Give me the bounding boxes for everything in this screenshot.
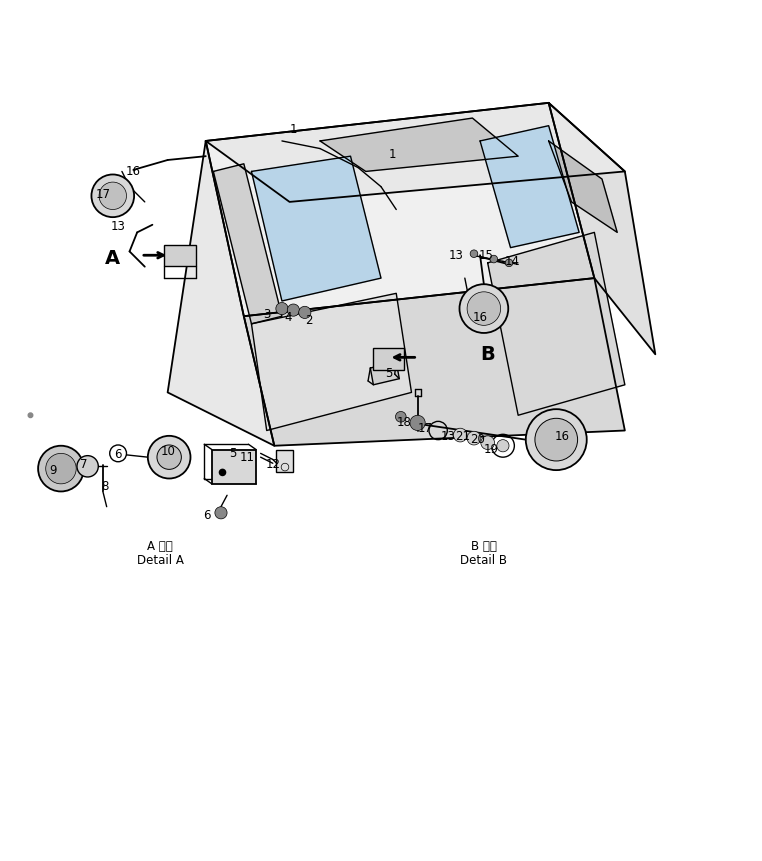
FancyBboxPatch shape [212,449,256,484]
Polygon shape [206,102,625,201]
Circle shape [219,468,226,476]
Circle shape [148,436,190,479]
Circle shape [453,428,467,442]
Circle shape [490,255,498,263]
Text: 6: 6 [203,510,211,523]
Text: 2: 2 [305,314,312,327]
Circle shape [99,182,126,209]
Text: 19: 19 [484,443,499,456]
Text: 17: 17 [95,188,110,201]
Text: 16: 16 [472,311,488,325]
Text: 13: 13 [440,430,456,443]
Text: B 詳細: B 詳細 [471,540,497,553]
Circle shape [395,412,406,422]
Polygon shape [251,156,381,301]
Text: 5: 5 [229,447,236,460]
Polygon shape [549,141,617,232]
Circle shape [157,445,181,469]
Polygon shape [213,164,282,324]
Text: 21: 21 [455,430,470,443]
Text: 17: 17 [418,423,433,436]
Circle shape [467,292,501,325]
Polygon shape [549,102,655,354]
Text: 3: 3 [263,308,271,321]
Circle shape [215,507,227,519]
FancyBboxPatch shape [276,449,293,473]
Text: B: B [480,344,495,364]
Text: 10: 10 [160,445,175,458]
FancyBboxPatch shape [164,245,196,266]
Text: 4: 4 [284,311,292,325]
Polygon shape [488,232,625,415]
Text: A: A [105,249,120,268]
Circle shape [410,415,425,430]
Polygon shape [370,362,399,385]
Circle shape [91,175,134,217]
Circle shape [470,250,478,257]
Text: 5: 5 [385,367,392,380]
Circle shape [46,454,76,484]
Circle shape [287,304,299,316]
Polygon shape [206,102,594,316]
Circle shape [497,440,509,452]
Polygon shape [251,294,411,430]
Text: A 詳細: A 詳細 [147,540,173,553]
Text: Detail A: Detail A [136,554,184,567]
Text: 12: 12 [265,458,280,471]
Circle shape [276,302,288,314]
Circle shape [481,436,495,449]
Text: 16: 16 [555,430,570,443]
Text: 6: 6 [114,449,122,461]
Text: 8: 8 [101,480,109,492]
Circle shape [467,431,481,445]
Text: 14: 14 [504,255,520,268]
Circle shape [505,259,513,267]
Polygon shape [480,126,579,248]
Text: 18: 18 [396,417,411,430]
Circle shape [299,307,311,319]
Circle shape [535,418,578,461]
Circle shape [77,455,98,477]
Text: 15: 15 [479,249,494,262]
Text: 13: 13 [110,220,126,232]
Text: 16: 16 [126,165,141,178]
Text: 1: 1 [290,123,297,136]
Polygon shape [244,278,625,446]
Circle shape [459,284,508,333]
Text: 20: 20 [470,433,485,446]
Text: 13: 13 [448,249,463,262]
Text: 1: 1 [389,148,396,161]
Text: Detail B: Detail B [460,554,507,567]
Circle shape [526,409,587,470]
Polygon shape [168,141,274,446]
FancyBboxPatch shape [373,348,404,369]
Text: 11: 11 [240,450,255,464]
Polygon shape [320,118,518,171]
Circle shape [38,446,84,492]
Circle shape [28,413,33,418]
Text: 9: 9 [50,463,57,477]
Text: 7: 7 [80,458,88,471]
